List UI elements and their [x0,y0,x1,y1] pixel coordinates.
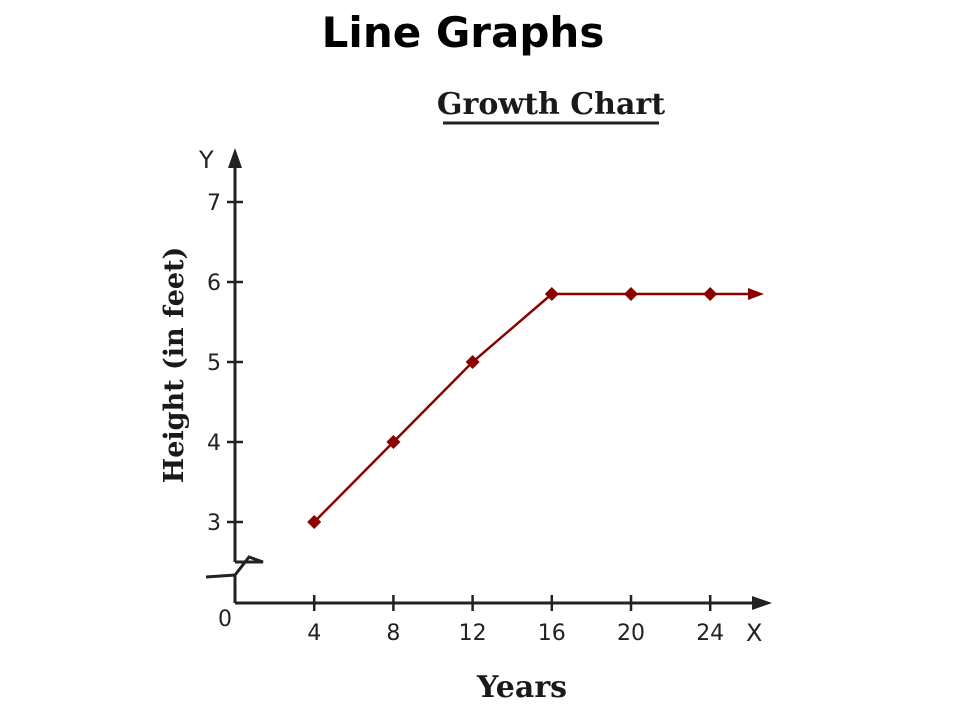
slide-title: Line Graphs [321,8,605,57]
y-tick-label: 6 [207,271,221,296]
data-point [544,287,559,301]
data-point [703,287,718,301]
series-arrow [748,288,764,300]
chart-title: Growth Chart [437,87,665,122]
y-tick-label: 3 [207,511,221,536]
x-tick-label: 4 [307,621,321,646]
axes [205,148,772,610]
origin-label: 0 [218,607,232,632]
x-tick-label: 8 [386,621,400,646]
y-axis-title: Height (in feet) [159,247,190,484]
y-axis-letter: Y [198,146,214,174]
tick-labels: 4 8 12 16 20 24 3 4 5 6 7 [207,191,724,646]
data-point [624,287,638,301]
series [307,287,764,529]
x-tick-label: 16 [538,621,566,646]
data-point [386,435,401,449]
y-tick-label: 4 [207,431,221,456]
y-axis-break [205,555,264,579]
x-tick-label: 12 [459,621,487,646]
x-axis-letter: X [746,619,762,647]
y-tick-label: 7 [207,191,221,216]
y-axis-arrow [228,148,242,168]
x-axis-title: Years [476,670,567,705]
x-tick-label: 24 [696,621,724,646]
data-point [307,515,322,529]
x-tick-label: 20 [617,621,645,646]
x-axis-arrow [752,596,772,610]
series-line [313,292,752,523]
tick-marks [227,200,712,611]
y-tick-label: 5 [207,351,221,376]
data-point [465,355,480,369]
